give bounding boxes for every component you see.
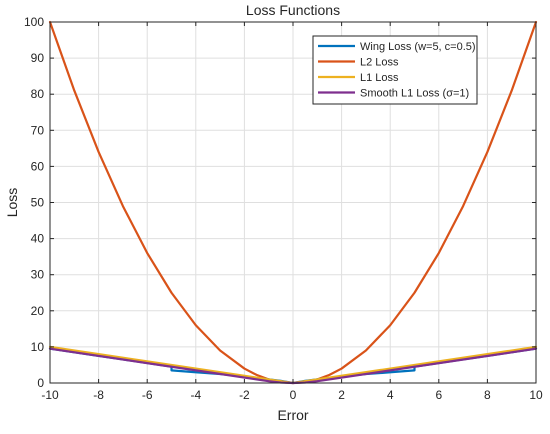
y-tick-label: 90 <box>31 51 45 65</box>
x-tick-label: -10 <box>41 388 59 402</box>
y-tick-label: 30 <box>31 268 45 282</box>
y-tick-label: 10 <box>31 340 45 354</box>
y-axis-label: Loss <box>4 188 20 218</box>
legend-entry-0: Wing Loss (w=5, c=0.5) <box>360 41 476 53</box>
legend: Wing Loss (w=5, c=0.5) L2 Loss L1 Loss Smoo… <box>312 35 478 105</box>
x-tick-label: -6 <box>142 388 153 402</box>
y-tick-label: 50 <box>31 196 45 210</box>
y-tick-label: 0 <box>37 376 44 390</box>
y-tick-label: 20 <box>31 304 45 318</box>
y-tick-label: 40 <box>31 232 45 246</box>
x-tick-label: -4 <box>190 388 201 402</box>
x-tick-label: 8 <box>484 388 491 402</box>
x-tick-label: 4 <box>387 388 394 402</box>
legend-entry-2: L1 Loss <box>360 72 399 84</box>
x-tick-label: 10 <box>529 388 543 402</box>
x-tick-label: 0 <box>290 388 297 402</box>
x-tick-label: 6 <box>435 388 442 402</box>
legend-entry-3: Smooth L1 Loss (σ=1) <box>360 88 469 100</box>
y-tick-label: 70 <box>31 123 45 137</box>
legend-entry-1: L2 Loss <box>360 57 399 69</box>
y-tick-label: 80 <box>31 87 45 101</box>
x-tick-label: -2 <box>239 388 250 402</box>
y-tick-label: 60 <box>31 159 45 173</box>
x-axis-label: Error <box>277 407 308 423</box>
chart-title: Loss Functions <box>246 2 340 18</box>
y-tick-label: 100 <box>24 15 44 29</box>
x-tick-label: -8 <box>93 388 104 402</box>
x-tick-label: 2 <box>338 388 345 402</box>
